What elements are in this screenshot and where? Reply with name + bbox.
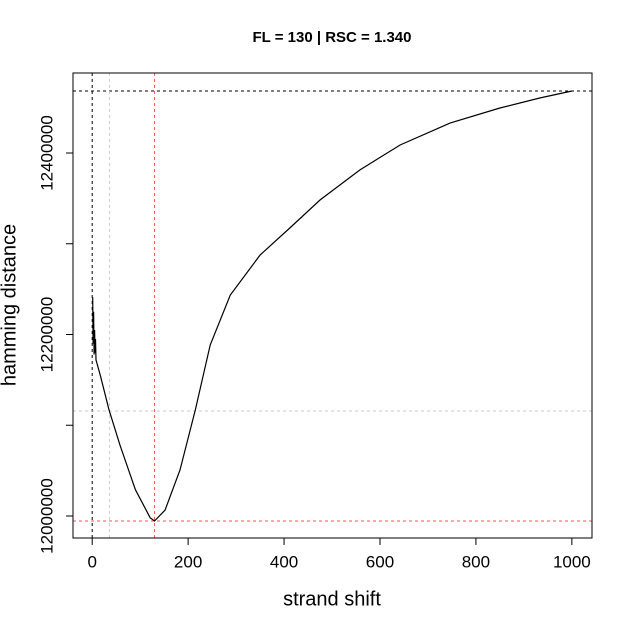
x-tick-label: 600 [366,552,394,571]
y-tick-label: 12000000 [37,478,56,554]
plot-frame [72,72,593,539]
x-tick-label: 200 [174,552,202,571]
chart-title: FL = 130 | RSC = 1.340 [252,29,411,46]
x-tick-label: 400 [270,552,298,571]
x-tick-label: 800 [462,552,490,571]
x-tick-label: 0 [87,552,96,571]
y-axis-label: hamming distance [0,224,20,386]
x-axis-label: strand shift [283,588,381,610]
x-tick-label: 1000 [553,552,591,571]
y-tick-label: 12400000 [37,115,56,191]
y-tick-label: 12200000 [37,297,56,373]
data-line [92,90,573,522]
